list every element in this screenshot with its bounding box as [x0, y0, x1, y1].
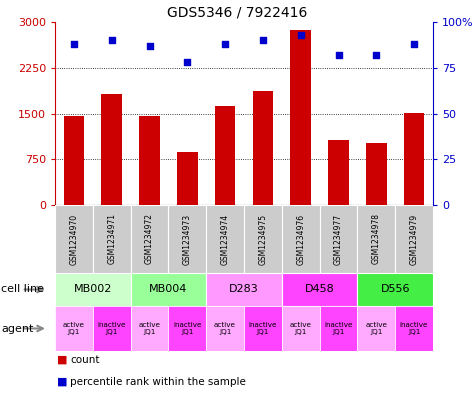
Text: GSM1234973: GSM1234973 — [183, 213, 192, 264]
Bar — [282, 205, 320, 273]
Text: inactive
JQ1: inactive JQ1 — [248, 322, 277, 335]
Bar — [404, 113, 425, 205]
Bar — [169, 306, 206, 351]
Bar — [244, 306, 282, 351]
Point — [146, 43, 153, 49]
Bar — [357, 205, 395, 273]
Text: active
JQ1: active JQ1 — [290, 322, 312, 335]
Bar — [177, 152, 198, 205]
Bar — [131, 306, 169, 351]
Bar — [206, 205, 244, 273]
Point — [410, 41, 418, 47]
Text: D283: D283 — [229, 285, 259, 294]
Text: inactive
JQ1: inactive JQ1 — [400, 322, 428, 335]
Text: cell line: cell line — [1, 285, 44, 294]
Bar — [101, 94, 122, 205]
Bar — [282, 306, 320, 351]
Bar — [64, 116, 84, 205]
Text: D556: D556 — [380, 285, 410, 294]
Point — [259, 37, 266, 44]
Text: GSM1234974: GSM1234974 — [220, 213, 229, 264]
Text: GDS5346 / 7922416: GDS5346 / 7922416 — [167, 5, 308, 19]
Text: ■: ■ — [57, 355, 68, 365]
Text: GSM1234976: GSM1234976 — [296, 213, 305, 264]
Text: MB004: MB004 — [149, 285, 188, 294]
Bar — [395, 306, 433, 351]
Text: GSM1234972: GSM1234972 — [145, 213, 154, 264]
Text: active
JQ1: active JQ1 — [63, 322, 85, 335]
Text: agent: agent — [1, 323, 33, 334]
Text: ■: ■ — [57, 376, 68, 387]
Bar — [395, 205, 433, 273]
Text: percentile rank within the sample: percentile rank within the sample — [70, 376, 246, 387]
Bar — [253, 91, 273, 205]
Text: count: count — [70, 355, 100, 365]
Bar — [320, 306, 357, 351]
Bar — [357, 273, 433, 306]
Bar — [131, 273, 206, 306]
Text: active
JQ1: active JQ1 — [214, 322, 236, 335]
Point — [297, 32, 304, 38]
Text: inactive
JQ1: inactive JQ1 — [97, 322, 126, 335]
Text: GSM1234978: GSM1234978 — [372, 213, 381, 264]
Point — [108, 37, 115, 44]
Text: GSM1234975: GSM1234975 — [258, 213, 267, 264]
Bar — [131, 205, 169, 273]
Text: D458: D458 — [305, 285, 334, 294]
Bar — [290, 30, 311, 205]
Bar — [320, 205, 357, 273]
Text: active
JQ1: active JQ1 — [139, 322, 161, 335]
Bar — [206, 273, 282, 306]
Text: GSM1234971: GSM1234971 — [107, 213, 116, 264]
Point — [335, 52, 342, 58]
Point — [183, 59, 191, 65]
Bar — [215, 106, 236, 205]
Text: inactive
JQ1: inactive JQ1 — [324, 322, 353, 335]
Text: GSM1234979: GSM1234979 — [409, 213, 418, 264]
Text: GSM1234977: GSM1234977 — [334, 213, 343, 264]
Bar — [55, 306, 93, 351]
Point — [372, 52, 380, 58]
Bar — [55, 205, 93, 273]
Bar — [244, 205, 282, 273]
Bar — [366, 143, 387, 205]
Bar — [139, 116, 160, 205]
Point — [221, 41, 229, 47]
Bar — [169, 205, 206, 273]
Bar — [282, 273, 357, 306]
Bar — [93, 306, 131, 351]
Text: MB002: MB002 — [74, 285, 112, 294]
Bar — [328, 140, 349, 205]
Text: GSM1234970: GSM1234970 — [69, 213, 78, 264]
Text: active
JQ1: active JQ1 — [365, 322, 387, 335]
Bar — [55, 273, 131, 306]
Bar — [357, 306, 395, 351]
Bar — [93, 205, 131, 273]
Point — [70, 41, 78, 47]
Text: inactive
JQ1: inactive JQ1 — [173, 322, 201, 335]
Bar — [206, 306, 244, 351]
